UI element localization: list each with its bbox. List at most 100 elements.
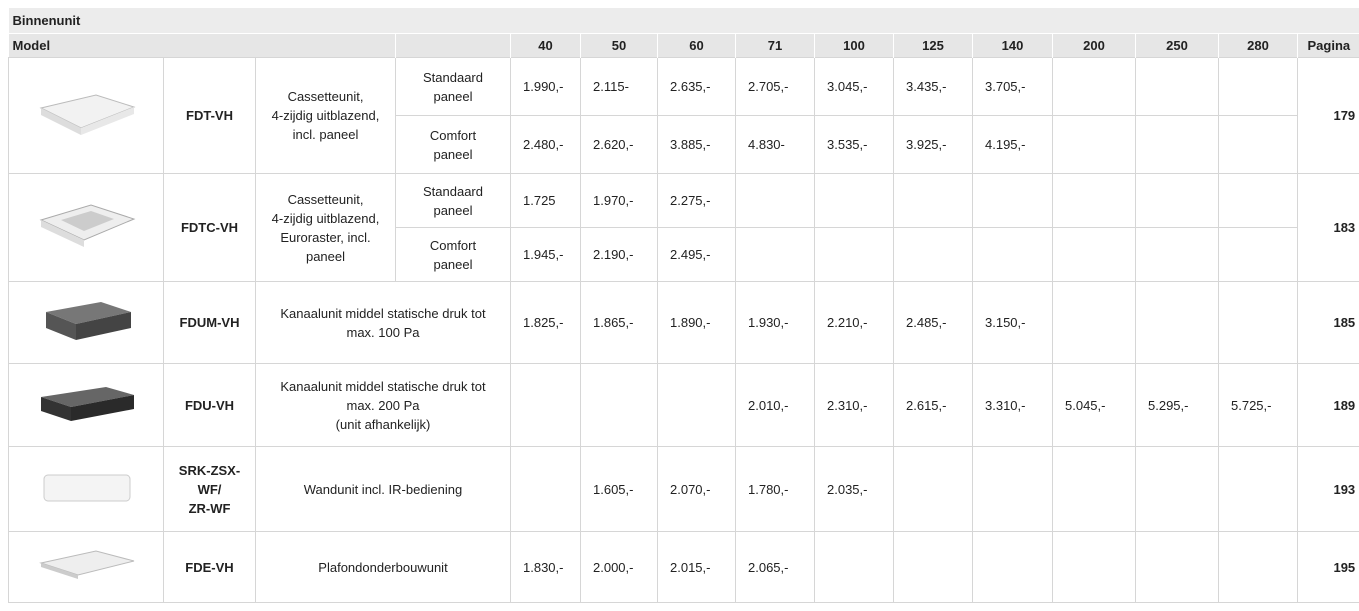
price: 1.825,-	[510, 281, 581, 364]
price: 5.725,-	[1218, 363, 1298, 447]
price	[1135, 531, 1219, 603]
price: 2.070,-	[657, 446, 736, 532]
price: 3.705,-	[972, 57, 1053, 116]
header-cell	[395, 33, 511, 58]
unit-row: FDT-VH Cassetteunit, 4-zijdig uitblazend, i…	[8, 57, 1359, 174]
page-number: 183	[1296, 173, 1359, 282]
price: 3.150,-	[972, 281, 1053, 364]
price: 5.045,-	[1052, 363, 1136, 447]
price: 1.830,-	[510, 531, 581, 603]
text-line: WF/	[197, 481, 222, 497]
image-cell	[8, 173, 164, 282]
unit-row: FDUM-VH Kanaalunit middel statische druk …	[8, 281, 1359, 364]
text-line: paneel	[433, 256, 473, 272]
description: Plafondonderbouwunit	[255, 531, 511, 603]
model-name: FDU-VH	[163, 363, 256, 447]
column-header: Pagina	[1296, 33, 1359, 58]
text-line: Cassetteunit,	[287, 191, 364, 207]
page-number: 189	[1296, 363, 1359, 447]
text-line: Kanaalunit middel statische druk tot	[280, 378, 486, 394]
price	[893, 446, 973, 532]
price: 1.970,-	[580, 173, 658, 228]
text-line: 4-zijdig uitblazend,	[271, 210, 380, 226]
text-line: 4-zijdig uitblazend,	[271, 108, 380, 123]
price	[735, 227, 815, 282]
price: 2.015,-	[657, 531, 736, 603]
column-header: 60	[657, 33, 736, 58]
price	[1052, 115, 1136, 174]
price: 2.115-	[580, 57, 658, 116]
price: 2.010,-	[735, 363, 815, 447]
text-line: FDU-VH	[184, 397, 235, 413]
unit-row: Comfort paneel 1.945,- 2.190,- 2.495,-	[9, 227, 1359, 282]
text-line: max. 200 Pa	[346, 397, 420, 413]
price	[814, 173, 894, 228]
column-header: 250	[1135, 33, 1219, 58]
price	[893, 227, 973, 282]
text-line: FDT-VH	[186, 108, 233, 123]
title-row: Binnenunit	[8, 8, 1359, 34]
price: 4.195,-	[972, 115, 1053, 174]
price	[1135, 281, 1219, 364]
text-line: max. 100 Pa	[346, 324, 420, 340]
price: 3.925,-	[893, 115, 973, 174]
text-line: FDTC-VH	[180, 220, 239, 235]
model-name: FDT-VH	[163, 57, 256, 174]
price: 2.310,-	[814, 363, 894, 447]
unit-image	[39, 94, 136, 135]
column-header: 200	[1052, 33, 1136, 58]
price	[580, 363, 658, 447]
price: 5.295,-	[1135, 363, 1219, 447]
text-line: paneel	[305, 248, 346, 264]
price: 2.705,-	[735, 57, 815, 116]
price: 2.275,-	[657, 173, 736, 228]
text-line: Standaard	[423, 69, 483, 85]
price: 1.605,-	[580, 446, 658, 532]
panel: Standaard paneel	[395, 173, 511, 228]
price: 1.890,-	[657, 281, 736, 364]
text-line: Comfort	[429, 237, 477, 253]
description: Kanaalunit middel statische druk tot max.…	[255, 363, 511, 447]
price	[1218, 446, 1298, 532]
text-line: Wandunit incl. IR-bediening	[303, 481, 463, 497]
page-number: 195	[1296, 531, 1359, 603]
image-cell	[8, 363, 164, 447]
unit-row: SRK-ZSX- WF/ZR-WF Wandunit incl. IR-bedien…	[8, 446, 1359, 532]
price: 3.310,-	[972, 363, 1053, 447]
price	[510, 363, 581, 447]
price: 2.485,-	[893, 281, 973, 364]
price	[972, 531, 1053, 603]
text-line: incl. paneel	[292, 127, 359, 142]
page-number: 179	[1296, 57, 1359, 174]
panel: Standaard paneel	[395, 57, 511, 116]
price: 2.620,-	[580, 115, 658, 174]
text-line: FDUM-VH	[179, 315, 240, 330]
image-cell	[8, 531, 164, 603]
text-line: paneel	[433, 88, 473, 104]
unit-row: Comfort paneel 2.480,- 2.620,- 3.885,- 4.830-…	[9, 115, 1359, 174]
price: 2.635,-	[657, 57, 736, 116]
column-header: 50	[580, 33, 658, 58]
price: 2.615,-	[893, 363, 973, 447]
price: 1.725	[510, 173, 581, 228]
price	[1218, 57, 1298, 116]
price	[735, 173, 815, 228]
price	[1135, 57, 1219, 116]
model-name: FDE-VH	[163, 531, 256, 603]
price: 3.435,-	[893, 57, 973, 116]
description: Wandunit incl. IR-bediening	[255, 446, 511, 532]
text-line: (unit afhankelijk)	[335, 416, 431, 432]
price: 3.045,-	[814, 57, 894, 116]
unit-row: FDTC-VH Cassetteunit, 4-zijdig uitblazend,…	[8, 173, 1359, 282]
column-header: 125	[893, 33, 973, 58]
price	[1052, 57, 1136, 116]
price	[1218, 531, 1298, 603]
price	[657, 363, 736, 447]
image-cell	[8, 281, 164, 364]
text-line: Euroraster, incl.	[280, 229, 371, 245]
image-cell	[8, 57, 164, 174]
text-line: FDE-VH	[185, 559, 234, 575]
text-line: SRK-ZSX-	[178, 462, 241, 478]
model-name: FDUM-VH	[163, 281, 256, 364]
text-line: Kanaalunit middel statische druk tot	[280, 305, 486, 321]
